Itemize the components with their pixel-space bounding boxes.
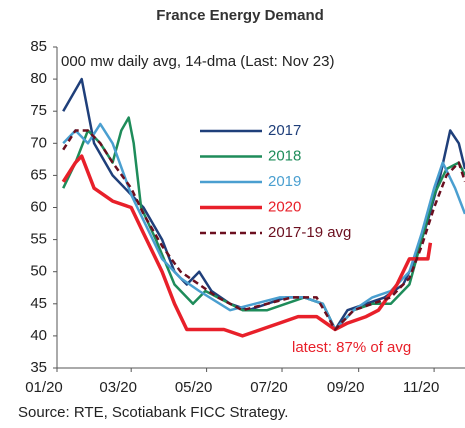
annotation: latest: 87% of avg [292, 339, 411, 356]
x-tick-label: 05/20 [175, 379, 213, 396]
y-tick-label: 40 [30, 327, 47, 344]
y-tick-label: 50 [30, 263, 47, 280]
legend-label: 2018 [268, 147, 301, 164]
x-tick-label: 03/20 [99, 379, 137, 396]
y-tick-label: 35 [30, 359, 47, 376]
legend-label: 2017-19 avg [268, 224, 351, 241]
subtitle: 000 mw daily avg, 14-dma (Last: Nov 23) [61, 53, 334, 70]
x-tick-label: 11/20 [403, 379, 439, 396]
y-tick-label: 70 [30, 134, 47, 151]
series-line [62, 129, 465, 331]
legend-label: 2019 [268, 173, 301, 190]
x-tick-label: 01/20 [25, 379, 63, 396]
y-tick-label: 75 [30, 102, 47, 119]
x-tick-label: 07/20 [250, 379, 288, 396]
legend-label: 2020 [268, 198, 301, 215]
x-tick-label: 09/20 [327, 379, 365, 396]
series-line [62, 122, 465, 331]
series-line [61, 154, 433, 338]
y-tick-label: 45 [30, 295, 47, 312]
legend-label: 2017 [268, 122, 301, 139]
y-tick-label: 80 [30, 70, 47, 87]
source: Source: RTE, Scotiabank FICC Strategy. [18, 404, 288, 421]
series-line [62, 116, 465, 331]
y-tick-label: 55 [30, 231, 47, 248]
y-tick-label: 65 [30, 166, 47, 183]
y-tick-label: 85 [30, 38, 47, 55]
y-tick-label: 60 [30, 198, 47, 215]
chart-title: France Energy Demand [156, 7, 324, 24]
